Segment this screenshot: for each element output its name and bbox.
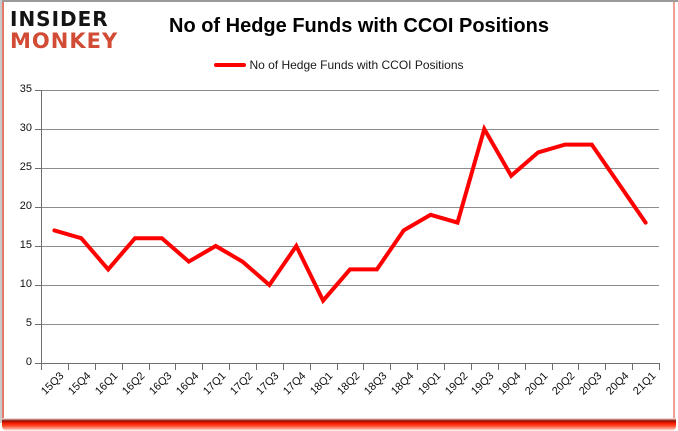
y-axis-line [41, 90, 42, 364]
x-axis-tick [497, 363, 499, 370]
y-axis-tick-label: 25 [19, 161, 32, 173]
x-axis-tick [67, 363, 69, 370]
x-axis-tick [578, 363, 580, 370]
gridline [41, 90, 659, 91]
gridline [41, 324, 659, 325]
logo-word-insider: INSIDER [10, 7, 109, 31]
series-line [52, 123, 648, 305]
gridline [41, 168, 659, 169]
y-axis-tick [35, 90, 41, 91]
x-axis-tick [444, 363, 445, 370]
legend-label: No of Hedge Funds with CCOI Positions [249, 58, 464, 72]
y-axis-tick [35, 363, 41, 364]
x-axis-line [41, 363, 659, 364]
logo-word-monkey: MONKEY [10, 29, 119, 53]
x-axis-tick [605, 363, 607, 370]
x-axis-tick [470, 363, 472, 370]
panel-bottom-glow [2, 418, 676, 431]
chart-title: No of Hedge Funds with CCOI Positions [169, 15, 549, 37]
y-axis-tick-label: 35 [19, 83, 32, 95]
panel-top-border [0, 0, 678, 2]
x-axis-tick [390, 363, 392, 370]
x-axis-tick [41, 363, 42, 370]
x-axis-tick [659, 363, 660, 370]
gridline [41, 285, 659, 286]
y-axis-tick [35, 285, 41, 286]
insider-monkey-logo: INSIDER MONKEY [10, 7, 119, 53]
x-axis-tick [202, 363, 204, 370]
gridline [41, 246, 659, 247]
x-axis-tick [94, 363, 96, 370]
gridline [41, 129, 659, 130]
y-axis-tick [35, 129, 41, 130]
x-axis-tick [309, 363, 311, 370]
y-axis-tick-label: 20 [19, 200, 32, 212]
x-axis-tick [551, 363, 553, 370]
y-axis-tick-label: 15 [19, 239, 32, 251]
x-axis-tick [282, 363, 284, 370]
panel-left-border-gray [0, 0, 2, 423]
chart-legend: No of Hedge Funds with CCOI Positions [0, 58, 678, 72]
x-axis-tick [121, 363, 123, 370]
x-axis-tick [336, 363, 338, 370]
panel-right-border [673, 2, 675, 421]
panel-left-border [2, 2, 4, 421]
legend-line-marker [214, 63, 247, 67]
x-axis-tick [256, 363, 257, 370]
y-axis-tick-label: 10 [19, 278, 32, 290]
y-axis-tick [35, 324, 41, 325]
y-axis-tick-label: 0 [25, 356, 32, 368]
y-axis-tick [35, 168, 41, 169]
y-axis-tick [35, 246, 41, 247]
y-axis-tick-label: 5 [25, 317, 32, 329]
x-axis-tick [175, 363, 177, 370]
y-axis-tick-label: 30 [19, 122, 32, 134]
x-axis-tick [229, 363, 231, 370]
x-axis-tick [524, 363, 526, 370]
x-axis-tick [148, 363, 150, 370]
x-axis-tick [363, 363, 365, 370]
x-axis-tick [632, 363, 634, 370]
gridline [41, 207, 659, 208]
y-axis-tick [35, 207, 41, 208]
x-axis-tick [417, 363, 419, 370]
